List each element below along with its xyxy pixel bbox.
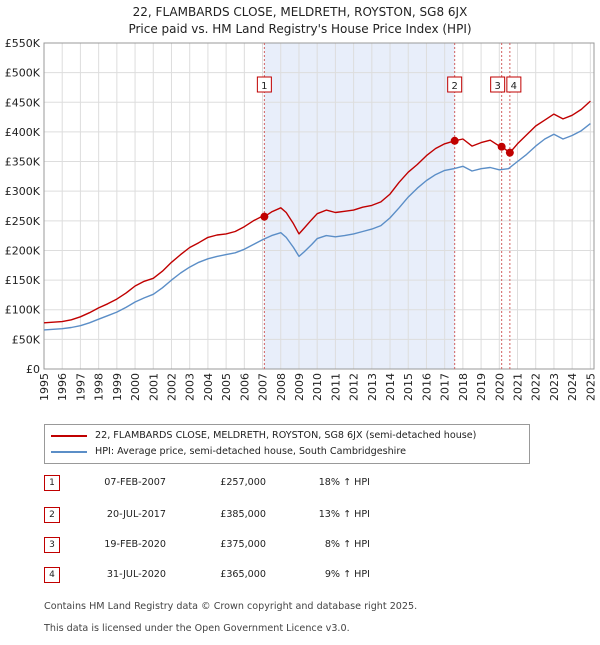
y-tick-label: £550K (5, 37, 41, 50)
x-tick-label: 2005 (220, 373, 233, 401)
y-tick-label: £450K (5, 96, 41, 109)
sale-number-badge: 1 (44, 475, 60, 491)
sale-price: £385,000 (220, 509, 266, 520)
sale-label: 4 (511, 81, 517, 92)
legend-line-hpi (51, 451, 87, 453)
y-tick-label: £0 (26, 363, 40, 376)
x-tick-label: 2007 (257, 373, 270, 401)
y-tick-label: £350K (5, 156, 41, 169)
sale-date: 07-FEB-2007 (104, 477, 166, 488)
x-tick-label: 2023 (548, 373, 561, 401)
sale-label: 3 (494, 81, 500, 92)
sale-price: £365,000 (220, 569, 266, 580)
x-tick-label: 2006 (238, 373, 251, 401)
x-tick-label: 2013 (366, 373, 379, 401)
y-tick-label: £200K (5, 244, 41, 257)
x-tick-label: 2017 (439, 373, 452, 401)
plot-border (43, 42, 595, 370)
x-tick-label: 1995 (38, 373, 51, 401)
x-tick-label: 2001 (147, 373, 160, 401)
sale-point (260, 212, 269, 221)
x-tick-label: 2011 (329, 373, 342, 401)
sale-hpi-change: 13% ↑ HPI (318, 509, 370, 520)
footer-line-1: Contains HM Land Registry data © Crown c… (44, 601, 418, 612)
x-tick-label: 2024 (566, 373, 579, 401)
legend-label-property: 22, FLAMBARDS CLOSE, MELDRETH, ROYSTON, … (95, 430, 477, 441)
sale-number-badge: 2 (44, 507, 60, 523)
chart-legend: 22, FLAMBARDS CLOSE, MELDRETH, ROYSTON, … (44, 424, 530, 464)
legend-label-hpi: HPI: Average price, semi-detached house,… (95, 446, 406, 457)
sale-price: £375,000 (220, 539, 266, 550)
x-tick-label: 2008 (275, 373, 288, 401)
x-tick-label: 2022 (530, 373, 543, 401)
sale-label: 1 (261, 81, 267, 92)
sale-number-badge: 4 (44, 567, 60, 583)
x-tick-label: 2015 (402, 373, 415, 401)
title-line-2: Price paid vs. HM Land Registry's House … (128, 22, 472, 36)
x-tick-label: 2019 (475, 373, 488, 401)
y-tick-label: £50K (12, 333, 41, 346)
footer-line-2: This data is licensed under the Open Gov… (44, 623, 350, 634)
x-tick-label: 2025 (584, 373, 597, 401)
sale-hpi-change: 8% ↑ HPI (324, 539, 370, 550)
sale-label-box (490, 76, 506, 93)
sale-point (497, 142, 506, 151)
y-tick-label: £500K (5, 67, 41, 80)
chart-title: 22, FLAMBARDS CLOSE, MELDRETH, ROYSTON, … (0, 4, 600, 38)
series-line-hpi (43, 123, 591, 331)
shaded-period (264, 43, 455, 369)
x-tick-label: 2012 (348, 373, 361, 401)
sale-date: 20-JUL-2017 (106, 509, 166, 520)
x-tick-label: 2004 (202, 373, 215, 401)
x-tick-label: 2009 (293, 373, 306, 401)
sale-point (450, 136, 459, 145)
x-tick-label: 1998 (93, 373, 106, 401)
x-tick-label: 2016 (420, 373, 433, 401)
x-tick-label: 1996 (56, 373, 69, 401)
x-tick-label: 2021 (512, 373, 525, 401)
y-tick-label: £150K (5, 274, 41, 287)
footer-notice: Contains HM Land Registry data © Crown c… (44, 590, 417, 645)
sale-label-box (506, 76, 522, 93)
x-tick-label: 2000 (129, 373, 142, 401)
y-tick-label: £100K (5, 304, 41, 317)
sale-date: 19-FEB-2020 (104, 539, 166, 550)
sale-label-box (447, 76, 463, 93)
x-tick-label: 1997 (74, 373, 87, 401)
sale-label-box (256, 76, 272, 93)
x-tick-label: 2014 (384, 373, 397, 401)
x-tick-label: 1999 (111, 373, 124, 401)
sale-date: 31-JUL-2020 (106, 569, 166, 580)
sale-hpi-change: 9% ↑ HPI (324, 569, 370, 580)
sale-label: 2 (451, 81, 457, 92)
x-tick-label: 2018 (457, 373, 470, 401)
x-tick-label: 2010 (311, 373, 324, 401)
price-chart: £0 £50K £100K £150K £200K £250K £300K £350K £400… (5, 37, 598, 401)
sale-price: £257,000 (220, 477, 266, 488)
sale-number-badge: 3 (44, 537, 60, 553)
title-line-1: 22, FLAMBARDS CLOSE, MELDRETH, ROYSTON, … (132, 5, 468, 19)
sale-point (505, 148, 514, 157)
y-tick-label: £400K (5, 126, 41, 139)
x-tick-label: 2003 (184, 373, 197, 401)
y-tick-label: £300K (5, 185, 41, 198)
y-tick-label: £250K (5, 215, 41, 228)
sale-hpi-change: 18% ↑ HPI (318, 477, 370, 488)
x-tick-label: 2002 (165, 373, 178, 401)
x-tick-label: 2020 (493, 373, 506, 401)
legend-line-property (51, 435, 87, 437)
